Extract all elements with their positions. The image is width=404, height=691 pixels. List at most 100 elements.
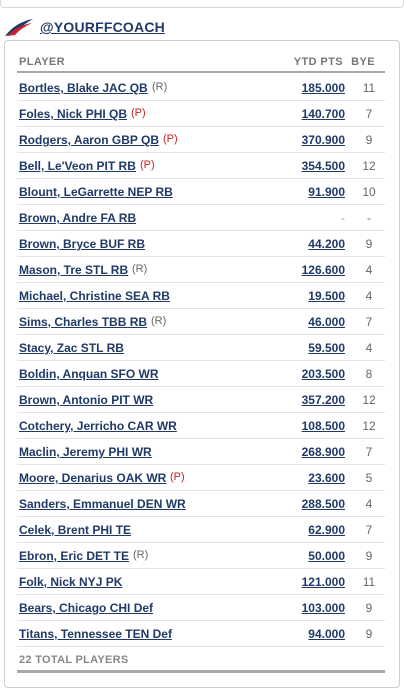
ytd-points-link[interactable]: 19.500 bbox=[308, 289, 345, 303]
player-name-link[interactable]: Celek, Brent PHI TE bbox=[19, 523, 132, 537]
table-row: Sanders, Emmanuel DEN WR 288.500 4 bbox=[17, 491, 385, 517]
player-name-link[interactable]: Cotchery, Jerricho CAR WR bbox=[19, 419, 177, 433]
table-row: Stacy, Zac STL RB 59.500 4 bbox=[17, 335, 385, 361]
total-players-count: 22 TOTAL PLAYERS bbox=[19, 654, 129, 666]
player-name-link[interactable]: Folk, Nick NYJ PK bbox=[19, 575, 123, 589]
bye-week-value: 12 bbox=[362, 419, 376, 433]
table-row: Bell, Le'Veon PIT RB (P) 354.500 12 bbox=[17, 153, 385, 179]
bye-week-value: 9 bbox=[365, 601, 373, 615]
bye-week-value: 4 bbox=[365, 289, 373, 303]
bye-week-value: 7 bbox=[365, 445, 373, 459]
player-name-link[interactable]: Brown, Antonio PIT WR bbox=[19, 393, 154, 407]
table-footer: 22 TOTAL PLAYERS bbox=[17, 653, 385, 673]
player-name-link[interactable]: Sanders, Emmanuel DEN WR bbox=[19, 497, 186, 511]
player-name-link[interactable]: Blount, LeGarrette NEP RB bbox=[19, 185, 173, 199]
table-row: Rodgers, Aaron GBP QB (P) 370.900 9 bbox=[17, 127, 385, 153]
rookie-status-tag: (R) bbox=[152, 81, 168, 93]
ytd-points-link[interactable]: 62.900 bbox=[308, 523, 345, 537]
bye-week-value: 10 bbox=[362, 185, 376, 199]
player-name-link[interactable]: Brown, Bryce BUF RB bbox=[19, 237, 146, 251]
table-row: Michael, Christine SEA RB 19.500 4 bbox=[17, 283, 385, 309]
table-row: Brown, Antonio PIT WR 357.200 12 bbox=[17, 387, 385, 413]
bye-week-value: 11 bbox=[362, 575, 376, 589]
player-name-link[interactable]: Mason, Tre STL RB bbox=[19, 263, 129, 277]
team-header: @YOURFFCOACH bbox=[4, 14, 398, 40]
bye-week-value: 12 bbox=[362, 393, 376, 407]
bye-week-value: 4 bbox=[365, 341, 373, 355]
probable-status-tag: (P) bbox=[170, 471, 185, 483]
ytd-points-link[interactable]: 357.200 bbox=[301, 393, 345, 407]
ytd-points-link[interactable]: 50.000 bbox=[308, 549, 345, 563]
ytd-points-link[interactable]: 203.500 bbox=[301, 367, 345, 381]
ytd-points-link: - bbox=[341, 211, 345, 225]
bye-week-value: 4 bbox=[365, 263, 373, 277]
ytd-points-link[interactable]: 103.000 bbox=[301, 601, 345, 615]
table-row: Cotchery, Jerricho CAR WR 108.500 12 bbox=[17, 413, 385, 439]
probable-status-tag: (P) bbox=[163, 133, 178, 145]
ytd-points-link[interactable]: 91.900 bbox=[308, 185, 345, 199]
bye-week-value: 5 bbox=[365, 471, 373, 485]
table-row: Mason, Tre STL RB (R) 126.600 4 bbox=[17, 257, 385, 283]
table-row: Maclin, Jeremy PHI WR 268.900 7 bbox=[17, 439, 385, 465]
ytd-points-link[interactable]: 23.600 bbox=[308, 471, 345, 485]
table-row: Brown, Bryce BUF RB 44.200 9 bbox=[17, 231, 385, 257]
player-name-link[interactable]: Maclin, Jeremy PHI WR bbox=[19, 445, 152, 459]
bye-week-value: 12 bbox=[362, 159, 376, 173]
ytd-points-link[interactable]: 46.000 bbox=[308, 315, 345, 329]
player-name-link[interactable]: Titans, Tennessee TEN Def bbox=[19, 627, 172, 641]
column-header-bye[interactable]: BYE bbox=[351, 56, 375, 68]
player-name-link[interactable]: Rodgers, Aaron GBP QB bbox=[19, 133, 160, 147]
table-row: Bortles, Blake JAC QB (R) 185.000 11 bbox=[17, 75, 385, 101]
bye-week-value: 7 bbox=[365, 107, 373, 121]
team-name-link[interactable]: @YOURFFCOACH bbox=[40, 19, 165, 35]
ytd-points-link[interactable]: 121.000 bbox=[301, 575, 345, 589]
player-name-link[interactable]: Sims, Charles TBB RB bbox=[19, 315, 148, 329]
ytd-points-link[interactable]: 185.000 bbox=[301, 81, 345, 95]
bye-week-value: 9 bbox=[365, 627, 373, 641]
bye-week-value: 9 bbox=[365, 133, 373, 147]
ytd-points-link[interactable]: 126.600 bbox=[301, 263, 345, 277]
ytd-points-link[interactable]: 354.500 bbox=[301, 159, 345, 173]
ytd-points-link[interactable]: 288.500 bbox=[301, 497, 345, 511]
player-name-link[interactable]: Bortles, Blake JAC QB bbox=[19, 81, 148, 95]
bye-week-value: 8 bbox=[365, 367, 373, 381]
table-row: Sims, Charles TBB RB (R) 46.000 7 bbox=[17, 309, 385, 335]
table-row: Folk, Nick NYJ PK 121.000 11 bbox=[17, 569, 385, 595]
player-name-link[interactable]: Bears, Chicago CHI Def bbox=[19, 601, 154, 615]
player-name-link[interactable]: Michael, Christine SEA RB bbox=[19, 289, 170, 303]
ytd-points-link[interactable]: 370.900 bbox=[301, 133, 345, 147]
player-name-link[interactable]: Foles, Nick PHI QB bbox=[19, 107, 128, 121]
player-name-link[interactable]: Moore, Denarius OAK WR bbox=[19, 471, 167, 485]
roster-panel: PLAYER YTD PTS BYE Bortles, Blake JAC QB… bbox=[4, 40, 400, 688]
ytd-points-link[interactable]: 268.900 bbox=[301, 445, 345, 459]
player-name-link[interactable]: Bell, Le'Veon PIT RB bbox=[19, 159, 136, 173]
rookie-status-tag: (R) bbox=[151, 315, 167, 327]
table-row: Blount, LeGarrette NEP RB 91.900 10 bbox=[17, 179, 385, 205]
ytd-points-link[interactable]: 108.500 bbox=[301, 419, 345, 433]
probable-status-tag: (P) bbox=[140, 159, 155, 171]
bye-week-value: 11 bbox=[362, 81, 376, 95]
player-name-link[interactable]: Brown, Andre FA RB bbox=[19, 211, 137, 225]
bye-week-value: 7 bbox=[365, 523, 373, 537]
bye-week-value: 7 bbox=[365, 315, 373, 329]
rookie-status-tag: (R) bbox=[132, 263, 148, 275]
team-logo-icon bbox=[5, 19, 33, 36]
player-name-link[interactable]: Ebron, Eric DET TE bbox=[19, 549, 130, 563]
table-row: Boldin, Anquan SFO WR 203.500 8 bbox=[17, 361, 385, 387]
player-name-link[interactable]: Boldin, Anquan SFO WR bbox=[19, 367, 159, 381]
top-border-strip bbox=[0, 0, 404, 8]
ytd-points-link[interactable]: 44.200 bbox=[308, 237, 345, 251]
bye-week-value: 9 bbox=[365, 549, 373, 563]
ytd-points-link[interactable]: 140.700 bbox=[301, 107, 345, 121]
table-row: Bears, Chicago CHI Def 103.000 9 bbox=[17, 595, 385, 621]
bye-week-value: - bbox=[367, 211, 371, 225]
rookie-status-tag: (R) bbox=[133, 549, 149, 561]
ytd-points-link[interactable]: 94.000 bbox=[308, 627, 345, 641]
table-row: Brown, Andre FA RB - - bbox=[17, 205, 385, 231]
column-header-player[interactable]: PLAYER bbox=[19, 56, 66, 68]
player-name-link[interactable]: Stacy, Zac STL RB bbox=[19, 341, 124, 355]
column-header-ytd-pts[interactable]: YTD PTS bbox=[293, 56, 343, 68]
table-row: Celek, Brent PHI TE 62.900 7 bbox=[17, 517, 385, 543]
bye-week-value: 4 bbox=[365, 497, 373, 511]
ytd-points-link[interactable]: 59.500 bbox=[308, 341, 345, 355]
